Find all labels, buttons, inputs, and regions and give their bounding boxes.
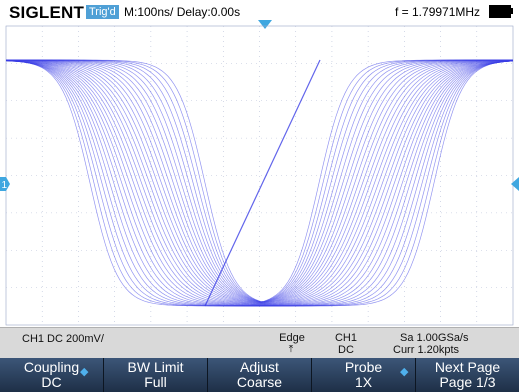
status-bar: CH1 DC 200mV/ Edge ⤒ CH1 DC Sa 1.00GSa/s…: [0, 327, 519, 359]
coupling-value: DC: [41, 374, 62, 390]
trigger-position-marker-icon[interactable]: [258, 20, 272, 29]
trigger-level-marker-icon[interactable]: [509, 177, 519, 191]
memory-depth-readout: Curr 1.20kpts: [393, 344, 460, 356]
trigger-status-badge: Trig'd: [86, 5, 119, 19]
coupling-softkey[interactable]: Coupling DC ◆: [0, 358, 104, 392]
bw-limit-softkey[interactable]: BW Limit Full: [104, 358, 208, 392]
probe-softkey[interactable]: Probe 1X ◆: [312, 358, 416, 392]
ch1-offset-marker-icon[interactable]: 1: [0, 177, 10, 191]
top-status-header: SIGLENT Trig'd M:100ns/ Delay:0.00s f = …: [0, 0, 519, 24]
trigger-source-readout[interactable]: CH1: [334, 332, 357, 344]
sample-rate-readout: Sa 1.00GSa/s: [400, 332, 469, 344]
next-page-softkey[interactable]: Next Page Page 1/3: [416, 358, 519, 392]
probe-label: Probe: [344, 359, 383, 375]
timebase-readout: M:100ns/ Delay:0.00s: [124, 5, 241, 19]
ch1-persistence-traces: [5, 59, 514, 307]
trigger-coupling-readout[interactable]: DC: [338, 344, 354, 356]
bw-limit-value: Full: [144, 374, 167, 390]
softkey-menu: Coupling DC ◆ BW Limit Full Adjust Coars…: [0, 358, 519, 392]
trigger-crossing-trace: [204, 59, 321, 307]
ch1-trace: [6, 59, 513, 302]
ch1-marker-label: 1: [2, 180, 8, 191]
probe-value: 1X: [354, 374, 373, 390]
ch1-settings-readout[interactable]: CH1 DC 200mV/: [22, 333, 104, 345]
graticule-grid: [5, 25, 514, 326]
adjust-softkey[interactable]: Adjust Coarse: [208, 358, 312, 392]
bw-limit-label: BW Limit: [127, 359, 184, 375]
adjust-label: Adjust: [240, 359, 279, 375]
coupling-label: Coupling: [23, 359, 80, 375]
waveform-display: [5, 25, 514, 326]
trigger-type-readout[interactable]: Edge: [279, 332, 305, 344]
brand-logo: SIGLENT: [9, 3, 85, 22]
knob-icon: ◆: [400, 366, 409, 378]
next-page-label: Next Page: [434, 359, 501, 375]
next-page-value: Page 1/3: [439, 374, 496, 390]
adjust-value: Coarse: [236, 374, 283, 390]
battery-tip: [511, 8, 513, 14]
ch1-trace: [5, 60, 514, 307]
battery-full-icon: [489, 5, 511, 18]
rising-edge-icon: ⤒: [288, 344, 294, 355]
knob-icon: ◆: [80, 366, 89, 378]
frequency-readout: f = 1.79971MHz: [395, 5, 481, 19]
